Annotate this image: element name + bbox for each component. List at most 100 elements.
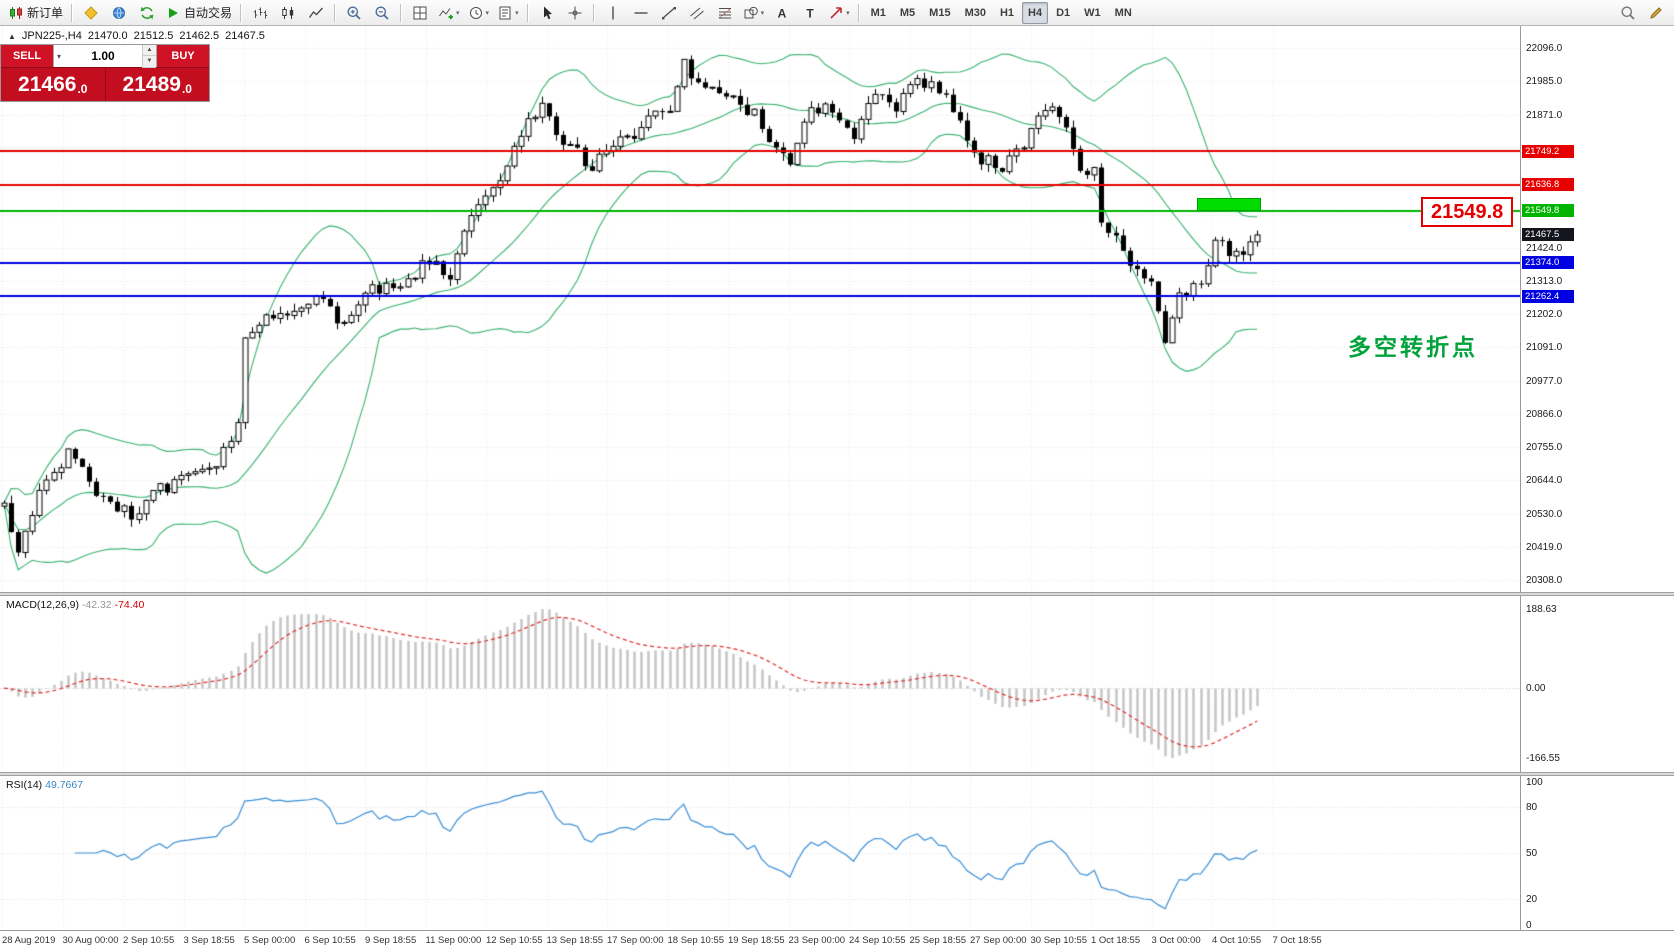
channel-button[interactable] bbox=[684, 2, 710, 24]
buy-price-value: 21489 bbox=[122, 73, 181, 96]
periods-button[interactable]: ▾ bbox=[465, 2, 493, 24]
dropdown-arrow-icon[interactable]: ▾ bbox=[760, 9, 765, 17]
timeframe-w1-button[interactable]: W1 bbox=[1078, 2, 1107, 24]
svg-text:T: T bbox=[806, 6, 814, 20]
time-axis-label: 19 Sep 18:55 bbox=[728, 935, 785, 946]
volume-up-button[interactable]: ▲ bbox=[143, 44, 156, 56]
search-button[interactable] bbox=[1615, 2, 1641, 24]
fibonacci-button[interactable] bbox=[712, 2, 738, 24]
search-icon bbox=[1620, 5, 1636, 21]
price-axis-label: 21202.0 bbox=[1526, 308, 1563, 320]
timeframe-h4-button[interactable]: H4 bbox=[1022, 1, 1049, 24]
indicators-button[interactable]: ▾ bbox=[435, 2, 463, 24]
time-axis-label: 12 Sep 10:55 bbox=[486, 935, 543, 946]
arrow-icon bbox=[828, 5, 844, 21]
time-axis-label: 5 Sep 00:00 bbox=[244, 935, 296, 946]
volume-box: ▾ ▲ ▼ bbox=[53, 44, 157, 68]
timeframe-d1-button[interactable]: D1 bbox=[1050, 2, 1076, 24]
rsi-panel-canvas[interactable] bbox=[0, 776, 1520, 930]
candlestick-chart-button[interactable] bbox=[275, 2, 301, 24]
turning-point-annotation[interactable]: 多空转折点 bbox=[1348, 334, 1478, 360]
new-order-button[interactable]: 新订单 bbox=[5, 2, 66, 24]
clock-icon bbox=[468, 5, 484, 21]
fibonacci-icon bbox=[717, 5, 733, 21]
dropdown-arrow-icon[interactable]: ▾ bbox=[456, 9, 460, 17]
horizontal-line-button[interactable] bbox=[628, 2, 654, 24]
auto-trading-button[interactable]: 自动交易 bbox=[162, 2, 235, 24]
time-axis-label: 1 Oct 18:55 bbox=[1091, 935, 1141, 946]
tile-windows-button[interactable] bbox=[407, 2, 433, 24]
crosshair-button[interactable] bbox=[562, 2, 588, 24]
time-axis[interactable]: 28 Aug 2019 30 Aug 00:00 2 Sep 10:55 3 Sep … bbox=[0, 930, 1674, 952]
label-button[interactable]: T bbox=[797, 2, 823, 24]
timeframe-m5-button[interactable]: M5 bbox=[894, 2, 921, 24]
time-axis-label: 18 Sep 10:55 bbox=[667, 935, 725, 946]
time-axis-label: 24 Sep 10:55 bbox=[849, 935, 906, 946]
timeframe-mn-button[interactable]: MN bbox=[1109, 2, 1138, 24]
sell-price-fraction: .0 bbox=[77, 82, 88, 96]
text-button[interactable]: A bbox=[769, 2, 795, 24]
toolbar-separator bbox=[240, 3, 243, 22]
time-axis-label: 23 Sep 00:00 bbox=[788, 935, 846, 946]
channel-icon bbox=[689, 5, 705, 21]
price-axis-label: 21871.0 bbox=[1526, 109, 1563, 121]
signals-button[interactable] bbox=[134, 2, 160, 24]
volume-input[interactable] bbox=[64, 48, 142, 64]
metaeditor-button[interactable] bbox=[78, 2, 104, 24]
time-axis-label: 17 Sep 00:00 bbox=[607, 935, 664, 946]
level-price-tag: 21636.8 bbox=[1522, 178, 1574, 192]
sell-price-button[interactable]: 21466 .0 bbox=[1, 68, 105, 101]
chart-symbol-period: JPN225-,H4 bbox=[21, 30, 82, 42]
arrows-button[interactable]: ▾ bbox=[825, 2, 853, 24]
buy-button[interactable]: BUY bbox=[157, 45, 209, 67]
buy-price-button[interactable]: 21489 .0 bbox=[106, 68, 210, 101]
timeframe-m5-button-label: M5 bbox=[899, 6, 916, 19]
price-chart-canvas[interactable] bbox=[0, 26, 1520, 592]
shapes-button[interactable]: ▾ bbox=[740, 2, 768, 24]
toolbar-separator bbox=[71, 3, 74, 22]
macd-scale-label: -166.55 bbox=[1526, 752, 1560, 764]
vertical-line-button[interactable] bbox=[600, 2, 626, 24]
line-chart-button[interactable] bbox=[303, 2, 329, 24]
one-click-trading-panel: SELL ▾ ▲ ▼ BUY 21466 .0 214 bbox=[0, 44, 210, 102]
timeframe-d1-button-label: D1 bbox=[1056, 6, 1071, 19]
toolbar-separator bbox=[857, 3, 860, 22]
dropdown-arrow-icon[interactable]: ▾ bbox=[846, 9, 850, 17]
panel-separator[interactable] bbox=[0, 772, 1674, 776]
timeframe-m30-button[interactable]: M30 bbox=[959, 2, 992, 24]
panel-separator[interactable] bbox=[0, 592, 1674, 596]
dropdown-arrow-icon[interactable]: ▾ bbox=[515, 9, 519, 17]
tile-windows-icon bbox=[412, 5, 428, 21]
macd-panel-canvas[interactable] bbox=[0, 596, 1520, 772]
cursor-button[interactable] bbox=[534, 2, 560, 24]
trendline-button[interactable] bbox=[656, 2, 682, 24]
bar-chart-button[interactable] bbox=[247, 2, 273, 24]
highlight-rectangle[interactable] bbox=[1196, 197, 1261, 211]
sell-button[interactable]: SELL bbox=[1, 45, 53, 67]
zoom-in-button[interactable] bbox=[341, 2, 367, 24]
price-axis-label: 21985.0 bbox=[1526, 76, 1563, 88]
trendline-icon bbox=[661, 5, 677, 21]
templates-button[interactable]: ▾ bbox=[494, 2, 522, 24]
time-axis-label: 3 Sep 18:55 bbox=[183, 935, 235, 946]
play-icon bbox=[165, 5, 181, 21]
time-axis-label: 7 Oct 18:55 bbox=[1272, 935, 1322, 946]
volume-down-button[interactable]: ▼ bbox=[143, 56, 156, 68]
edit-button[interactable] bbox=[1643, 2, 1669, 24]
volume-dropdown-icon[interactable]: ▾ bbox=[57, 51, 62, 61]
timeframe-mn-button-label: MN bbox=[1114, 6, 1132, 19]
zoom-out-button[interactable] bbox=[369, 2, 395, 24]
price-callout-label[interactable]: 21549.8 bbox=[1421, 196, 1514, 227]
price-axis[interactable]: 22096.0 21985.0 21871.0 21424.0 21313.0 21202… bbox=[1520, 26, 1674, 931]
market-button[interactable] bbox=[106, 2, 132, 24]
timeframe-m15-button[interactable]: M15 bbox=[923, 2, 956, 24]
price-axis-label: 20977.0 bbox=[1526, 375, 1563, 387]
timeframe-h1-button[interactable]: H1 bbox=[994, 2, 1020, 24]
horizontal-line-icon bbox=[633, 5, 649, 21]
rsi-scale-label: 0 bbox=[1526, 920, 1532, 931]
time-axis-label: 28 Aug 2019 bbox=[2, 935, 56, 946]
dropdown-arrow-icon[interactable]: ▾ bbox=[485, 9, 490, 17]
price-axis-label: 20308.0 bbox=[1526, 574, 1563, 586]
timeframe-m1-button[interactable]: M1 bbox=[865, 2, 892, 24]
